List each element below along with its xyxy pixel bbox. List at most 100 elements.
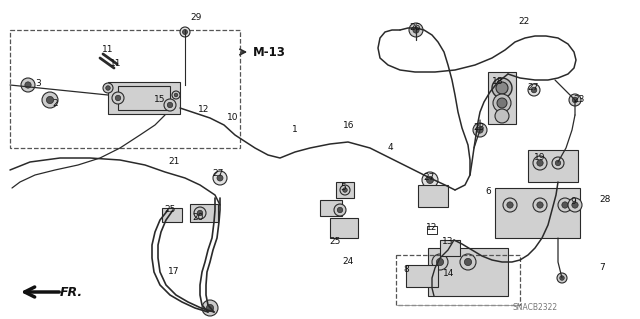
Text: 1: 1 bbox=[292, 125, 298, 135]
Circle shape bbox=[493, 94, 511, 112]
Text: FR.: FR. bbox=[60, 286, 83, 299]
Circle shape bbox=[568, 198, 582, 212]
Bar bbox=[10, 30, 240, 148]
Circle shape bbox=[197, 210, 203, 216]
Circle shape bbox=[182, 29, 188, 34]
Circle shape bbox=[202, 300, 218, 316]
Circle shape bbox=[340, 185, 350, 195]
Circle shape bbox=[432, 254, 448, 270]
Bar bbox=[320, 200, 342, 216]
Text: 23: 23 bbox=[573, 94, 585, 103]
Circle shape bbox=[465, 258, 472, 266]
Circle shape bbox=[528, 84, 540, 96]
Circle shape bbox=[334, 204, 346, 216]
Text: 14: 14 bbox=[444, 269, 454, 278]
Circle shape bbox=[497, 98, 507, 108]
Text: 7: 7 bbox=[599, 263, 605, 272]
Text: 4: 4 bbox=[387, 143, 393, 152]
Text: 25: 25 bbox=[330, 238, 340, 247]
Circle shape bbox=[194, 207, 206, 219]
Text: 19: 19 bbox=[534, 152, 546, 161]
Circle shape bbox=[533, 156, 547, 170]
Text: 6: 6 bbox=[485, 187, 491, 196]
Circle shape bbox=[213, 171, 227, 185]
Circle shape bbox=[409, 23, 423, 37]
Circle shape bbox=[557, 273, 567, 283]
Circle shape bbox=[473, 123, 487, 137]
Circle shape bbox=[503, 198, 517, 212]
Text: 24: 24 bbox=[342, 257, 354, 266]
Circle shape bbox=[531, 87, 537, 93]
Circle shape bbox=[164, 99, 176, 111]
Circle shape bbox=[343, 188, 348, 192]
Circle shape bbox=[25, 82, 31, 88]
Circle shape bbox=[422, 172, 438, 188]
Circle shape bbox=[337, 207, 342, 213]
Text: 20: 20 bbox=[192, 213, 204, 222]
Bar bbox=[427, 226, 437, 234]
Circle shape bbox=[112, 92, 124, 104]
Text: 17: 17 bbox=[168, 268, 180, 277]
Text: 8: 8 bbox=[403, 264, 409, 273]
Text: M-13: M-13 bbox=[253, 46, 286, 58]
Text: 15: 15 bbox=[154, 94, 166, 103]
Circle shape bbox=[106, 86, 110, 90]
Text: 22: 22 bbox=[518, 17, 530, 26]
Circle shape bbox=[552, 157, 564, 169]
Circle shape bbox=[556, 160, 561, 166]
Circle shape bbox=[533, 198, 547, 212]
Bar bbox=[406, 265, 438, 287]
Text: 11: 11 bbox=[110, 58, 122, 68]
Circle shape bbox=[174, 93, 178, 97]
Circle shape bbox=[413, 27, 419, 33]
Text: 23: 23 bbox=[474, 122, 484, 131]
Text: 29: 29 bbox=[190, 13, 202, 23]
Circle shape bbox=[492, 78, 512, 98]
Text: 2: 2 bbox=[52, 100, 58, 108]
Circle shape bbox=[460, 254, 476, 270]
Circle shape bbox=[167, 102, 173, 108]
Circle shape bbox=[172, 91, 180, 99]
Circle shape bbox=[103, 83, 113, 93]
Circle shape bbox=[537, 160, 543, 166]
Circle shape bbox=[507, 202, 513, 208]
Circle shape bbox=[42, 92, 58, 108]
Text: 12: 12 bbox=[198, 105, 210, 114]
Circle shape bbox=[436, 258, 444, 266]
Text: 9: 9 bbox=[570, 197, 576, 205]
Text: 5: 5 bbox=[340, 183, 346, 192]
Bar bbox=[336, 182, 354, 198]
Bar bbox=[488, 72, 516, 124]
Circle shape bbox=[115, 95, 121, 101]
Circle shape bbox=[180, 27, 190, 37]
Text: 3: 3 bbox=[35, 78, 41, 87]
Text: 27: 27 bbox=[212, 168, 224, 177]
Text: 16: 16 bbox=[343, 121, 355, 130]
Bar bbox=[396, 255, 520, 305]
Text: 12: 12 bbox=[426, 222, 438, 232]
Circle shape bbox=[426, 176, 433, 183]
Bar bbox=[190, 204, 218, 222]
Text: 10: 10 bbox=[227, 114, 239, 122]
Text: 27: 27 bbox=[527, 83, 539, 92]
Bar bbox=[330, 218, 358, 238]
Text: 21: 21 bbox=[168, 158, 180, 167]
Circle shape bbox=[21, 78, 35, 92]
Bar bbox=[495, 188, 580, 238]
Circle shape bbox=[206, 304, 214, 312]
Bar bbox=[418, 185, 448, 207]
Text: 11: 11 bbox=[102, 46, 114, 55]
Circle shape bbox=[569, 94, 581, 106]
Bar bbox=[162, 208, 182, 222]
Text: 28: 28 bbox=[599, 196, 611, 204]
Circle shape bbox=[217, 175, 223, 181]
Text: 25: 25 bbox=[164, 204, 176, 213]
Bar bbox=[108, 82, 180, 114]
Text: 13: 13 bbox=[442, 236, 454, 246]
Circle shape bbox=[46, 96, 54, 104]
Bar bbox=[428, 248, 508, 296]
Bar bbox=[440, 240, 460, 256]
Text: 18: 18 bbox=[492, 77, 504, 85]
Text: 27: 27 bbox=[423, 173, 435, 182]
Circle shape bbox=[495, 109, 509, 123]
